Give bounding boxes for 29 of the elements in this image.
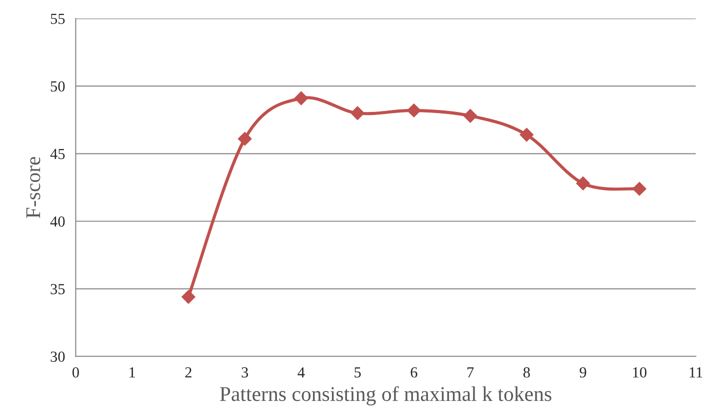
x-tick-label: 11 [690, 367, 702, 378]
x-axis-title: Patterns consisting of maximal k tokens [220, 386, 552, 406]
x-tick-label: 1 [130, 367, 135, 378]
y-tick-label: 55 [50, 14, 65, 24]
x-tick-label: 5 [354, 367, 361, 378]
point [350, 106, 365, 120]
y-axis-title: F-score [26, 156, 40, 218]
point [463, 108, 478, 123]
point [520, 128, 534, 142]
point [632, 182, 646, 196]
y-tick-label: 40 [50, 216, 65, 227]
point [238, 132, 252, 146]
y-tick-label: 35 [50, 284, 65, 294]
x-tick-label: 0 [72, 367, 79, 378]
y-tick-label: 30 [50, 352, 65, 362]
x-tick-label: 10 [633, 367, 646, 378]
x-tick-label: 4 [298, 367, 305, 378]
point [406, 103, 421, 118]
x-tick-label: 6 [410, 367, 418, 378]
y-tick-label: 45 [50, 148, 65, 160]
point [576, 176, 590, 190]
x-tick-label: 7 [467, 367, 474, 378]
point [181, 290, 196, 304]
x-tick-label: 9 [580, 367, 586, 378]
y-tick-label: 50 [50, 81, 65, 92]
x-tick-label: 8 [523, 367, 530, 378]
point [294, 91, 308, 106]
x-tick-label: 3 [242, 367, 248, 378]
x-tick-label: 2 [185, 367, 192, 378]
